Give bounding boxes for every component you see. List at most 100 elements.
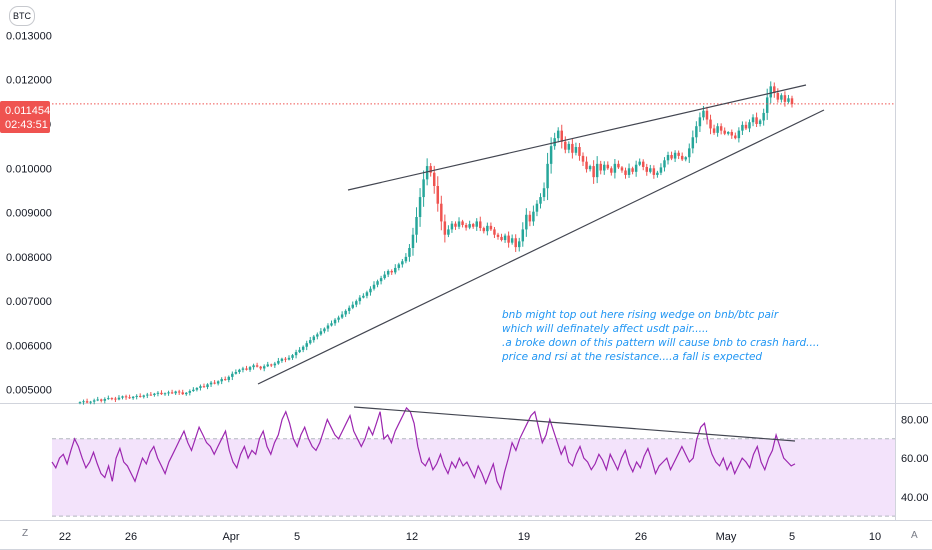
candle-body [383, 274, 386, 279]
candle-body [365, 292, 369, 296]
candle-body [156, 392, 160, 394]
candle-body [670, 155, 673, 159]
candle-body [344, 310, 347, 315]
candle-body [698, 117, 702, 127]
candle-body [316, 334, 319, 337]
candle-body [425, 166, 429, 180]
candle-body [362, 295, 365, 298]
candle-body [688, 148, 691, 158]
candle-body [450, 223, 454, 230]
rsi-tick-label: 40.00 [901, 492, 929, 504]
candle-body [659, 167, 663, 173]
candle-body [181, 392, 184, 395]
candle-body [287, 357, 291, 360]
candle-body [773, 86, 776, 93]
rsi-line[interactable] [51, 406, 796, 491]
candle-body [312, 336, 316, 341]
candle-body [783, 95, 787, 102]
date-tick-label: 26 [635, 531, 647, 543]
candle-body [404, 256, 408, 262]
candle-body [390, 271, 393, 273]
candle-body [595, 163, 599, 178]
candle-body [758, 120, 762, 124]
wedge-lower-trendline[interactable] [257, 109, 825, 385]
candle-body [142, 395, 146, 397]
candle-body [486, 225, 489, 232]
date-tick-label: 5 [789, 531, 795, 543]
candle-body [634, 164, 638, 172]
annotation-line-2: which will definately affect usdt pair..… [502, 323, 709, 335]
candle-body [418, 197, 422, 217]
candle-body [709, 119, 712, 129]
candle-body [369, 288, 372, 293]
annotation-line-3: .a broke down of this pattern will cause… [502, 337, 820, 349]
rsi-trendline[interactable] [353, 406, 796, 442]
candle-body [167, 392, 170, 394]
candle-body [518, 241, 521, 248]
candle-body [780, 95, 783, 100]
candle-body [574, 147, 578, 153]
candle-body [309, 340, 312, 344]
candle-body [192, 389, 195, 392]
candle-body [716, 126, 719, 133]
candle-body [581, 155, 585, 162]
symbol-badge[interactable]: BTC [9, 6, 35, 26]
candle-body [546, 163, 549, 189]
candle-body [298, 349, 301, 353]
candle-body [85, 401, 89, 403]
candle-body [776, 93, 780, 100]
candle-body [719, 126, 723, 131]
rsi-axis-ticks: 80.00 60.00 40.00 [901, 414, 929, 503]
candle-body [723, 130, 726, 134]
candle-body [645, 166, 649, 172]
price-tick-label: 0.010000 [6, 163, 52, 175]
candle-body [726, 131, 730, 134]
candle-body [270, 364, 273, 366]
candle-body [319, 331, 323, 335]
candle-body [603, 164, 606, 171]
annotation-text[interactable]: bnb might top out here rising wedge on b… [501, 309, 820, 363]
candle-body [255, 365, 259, 367]
candle-body [330, 323, 333, 326]
annotation-line-4: price and rsi at the resistance....a fal… [501, 351, 762, 363]
candle-body [542, 188, 546, 198]
candle-body [284, 358, 287, 360]
candle-body [277, 360, 280, 364]
candle-body [376, 281, 379, 285]
candle-body [532, 211, 535, 222]
candle-body [195, 387, 199, 390]
candles[interactable] [78, 81, 794, 405]
candle-body [454, 223, 457, 227]
candle-body [493, 229, 496, 235]
candle-body [291, 355, 294, 358]
date-tick-label: Apr [222, 531, 239, 543]
candle-body [135, 395, 138, 397]
candle-body [673, 152, 677, 159]
timezone-toggle[interactable]: Z [22, 528, 29, 539]
candle-body [652, 168, 656, 175]
wedge-upper-trendline[interactable] [347, 84, 807, 191]
candle-body [266, 364, 269, 367]
candle-body [262, 366, 266, 369]
candle-body [613, 163, 617, 173]
price-tick-label: 0.006000 [6, 340, 52, 352]
candle-body [185, 392, 188, 395]
candle-body [209, 382, 213, 385]
auto-scale-toggle[interactable]: A [911, 530, 918, 541]
price-tick-label: 0.005000 [6, 385, 52, 397]
candle-body [78, 402, 82, 404]
price-badge-countdown: 02:43:51 [5, 119, 48, 131]
candle-body [213, 382, 216, 384]
candle-body [482, 228, 486, 232]
candle-body [790, 98, 794, 105]
candle-body [351, 304, 354, 308]
candle-body [333, 319, 337, 324]
candle-body [702, 110, 705, 118]
candle-body [415, 217, 418, 235]
candle-body [677, 152, 680, 156]
candle-body [748, 122, 751, 129]
candle-body [510, 238, 514, 243]
candle-body [514, 238, 517, 248]
candle-body [355, 301, 358, 305]
